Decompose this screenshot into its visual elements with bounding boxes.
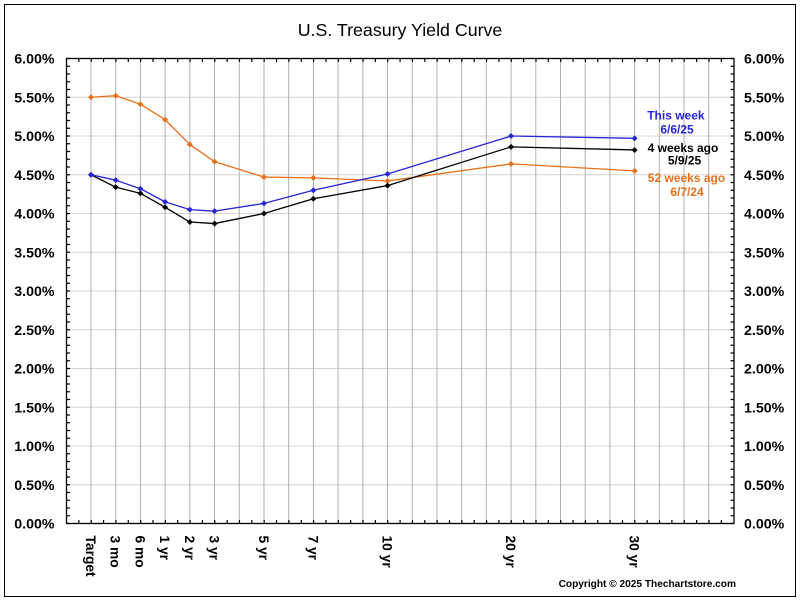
- svg-text:4.50%: 4.50%: [14, 168, 55, 184]
- svg-text:1.00%: 1.00%: [744, 439, 785, 455]
- svg-text:6.00%: 6.00%: [14, 52, 55, 68]
- svg-text:20 yr: 20 yr: [503, 536, 518, 569]
- svg-text:4.00%: 4.00%: [744, 207, 785, 223]
- svg-text:3.50%: 3.50%: [14, 245, 55, 261]
- svg-text:Target: Target: [83, 536, 98, 578]
- svg-text:6/7/24: 6/7/24: [670, 185, 704, 199]
- svg-text:30 yr: 30 yr: [627, 536, 642, 569]
- svg-text:2.00%: 2.00%: [14, 362, 55, 378]
- svg-text:6.00%: 6.00%: [744, 52, 785, 68]
- svg-text:1 yr: 1 yr: [157, 536, 172, 561]
- svg-text:This week: This week: [647, 108, 705, 122]
- svg-text:6 mo: 6 mo: [132, 536, 147, 568]
- svg-text:2.00%: 2.00%: [744, 362, 785, 378]
- svg-text:5.50%: 5.50%: [744, 90, 785, 106]
- svg-text:3 mo: 3 mo: [108, 536, 123, 568]
- svg-text:2.50%: 2.50%: [14, 323, 55, 339]
- svg-text:3 yr: 3 yr: [207, 536, 222, 561]
- svg-text:0.50%: 0.50%: [744, 478, 785, 494]
- svg-text:5 yr: 5 yr: [256, 536, 271, 561]
- svg-text:3.00%: 3.00%: [14, 284, 55, 300]
- svg-text:U.S. Treasury Yield Curve: U.S. Treasury Yield Curve: [298, 20, 503, 40]
- svg-text:0.00%: 0.00%: [14, 517, 55, 533]
- svg-text:10 yr: 10 yr: [380, 536, 395, 569]
- svg-text:4 weeks ago: 4 weeks ago: [648, 141, 719, 155]
- svg-text:1.50%: 1.50%: [744, 400, 785, 416]
- svg-text:5.00%: 5.00%: [14, 129, 55, 145]
- svg-text:2 yr: 2 yr: [182, 536, 197, 561]
- svg-text:6/6/25: 6/6/25: [660, 123, 694, 137]
- svg-text:1.00%: 1.00%: [14, 439, 55, 455]
- svg-text:3.00%: 3.00%: [744, 284, 785, 300]
- svg-text:0.50%: 0.50%: [14, 478, 55, 494]
- svg-text:5/9/25: 5/9/25: [668, 153, 702, 167]
- svg-text:2.50%: 2.50%: [744, 323, 785, 339]
- svg-text:5.50%: 5.50%: [14, 90, 55, 106]
- svg-text:4.50%: 4.50%: [744, 168, 785, 184]
- svg-text:0.00%: 0.00%: [744, 517, 785, 533]
- svg-text:7 yr: 7 yr: [305, 536, 320, 561]
- svg-text:52 weeks ago: 52 weeks ago: [648, 171, 725, 185]
- svg-text:Copyright © 2025 Thechartstore: Copyright © 2025 Thechartstore.com: [559, 579, 736, 590]
- svg-text:4.00%: 4.00%: [14, 207, 55, 223]
- svg-text:3.50%: 3.50%: [744, 245, 785, 261]
- svg-text:5.00%: 5.00%: [744, 129, 785, 145]
- svg-text:1.50%: 1.50%: [14, 400, 55, 416]
